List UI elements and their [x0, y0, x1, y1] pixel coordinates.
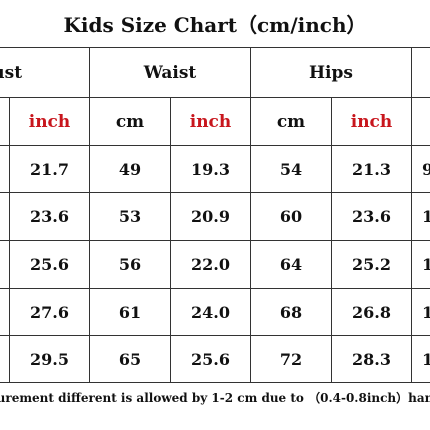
table-cell: 56 [118, 255, 142, 274]
grid-line [170, 97, 172, 383]
table-cell: 24.0 [191, 302, 230, 322]
table-cell: 22.0 [191, 255, 230, 274]
grid-line [0, 288, 430, 290]
table-cell: 9 [422, 159, 430, 179]
table-cell: 64 [279, 255, 303, 274]
grid-line [0, 192, 430, 194]
table-cell: 68 [279, 302, 303, 322]
table-cell: 53 [118, 207, 142, 226]
header-hips: Hips [309, 62, 353, 83]
grid-line [89, 47, 91, 383]
grid-line [9, 97, 11, 383]
grid-line [331, 97, 333, 383]
measurement-note: urement different is allowed by 1-2 cm d… [0, 390, 430, 405]
grid-line [0, 47, 430, 49]
table-cell: 54 [279, 159, 303, 179]
table-cell: 25.6 [30, 255, 69, 274]
table-cell: 28.3 [352, 349, 391, 369]
table-cell: 1 [422, 207, 430, 226]
table-cell: 1 [422, 349, 430, 369]
header-waist: Waist [143, 62, 197, 83]
unit-cm: cm [115, 111, 145, 132]
header-bust: Bust [0, 62, 23, 83]
table-cell: 26.8 [352, 302, 391, 322]
table-cell: 60 [279, 207, 303, 226]
table-cell: 61 [118, 302, 142, 322]
grid-line [0, 145, 430, 147]
grid-line [250, 47, 252, 383]
grid-line [411, 47, 413, 383]
table-cell: 23.6 [352, 207, 391, 226]
table-cell: 23.6 [30, 207, 69, 226]
table-cell: 21.7 [30, 159, 69, 179]
table-cell: 21.3 [352, 159, 391, 179]
grid-line [0, 240, 430, 242]
table-cell: 25.2 [352, 255, 391, 274]
unit-cm: cm [276, 111, 306, 132]
table-cell: 25.6 [191, 349, 230, 369]
grid-line [0, 97, 430, 99]
unit-inch: inch [28, 111, 71, 132]
unit-inch: inch [350, 111, 393, 132]
table-cell: 49 [118, 159, 142, 179]
table-cell: 1 [422, 255, 430, 274]
table-cell: 65 [118, 349, 142, 369]
table-cell: 72 [279, 349, 303, 369]
grid-line [0, 382, 430, 384]
unit-inch: inch [189, 111, 232, 132]
table-cell: 27.6 [30, 302, 69, 322]
table-cell: 29.5 [30, 349, 69, 369]
chart-title: Kids Size Chart（cm/inch） [63, 13, 367, 37]
grid-line [0, 335, 430, 337]
table-cell: 1 [422, 302, 430, 322]
table-cell: 20.9 [191, 207, 230, 226]
table-cell: 19.3 [191, 159, 230, 179]
